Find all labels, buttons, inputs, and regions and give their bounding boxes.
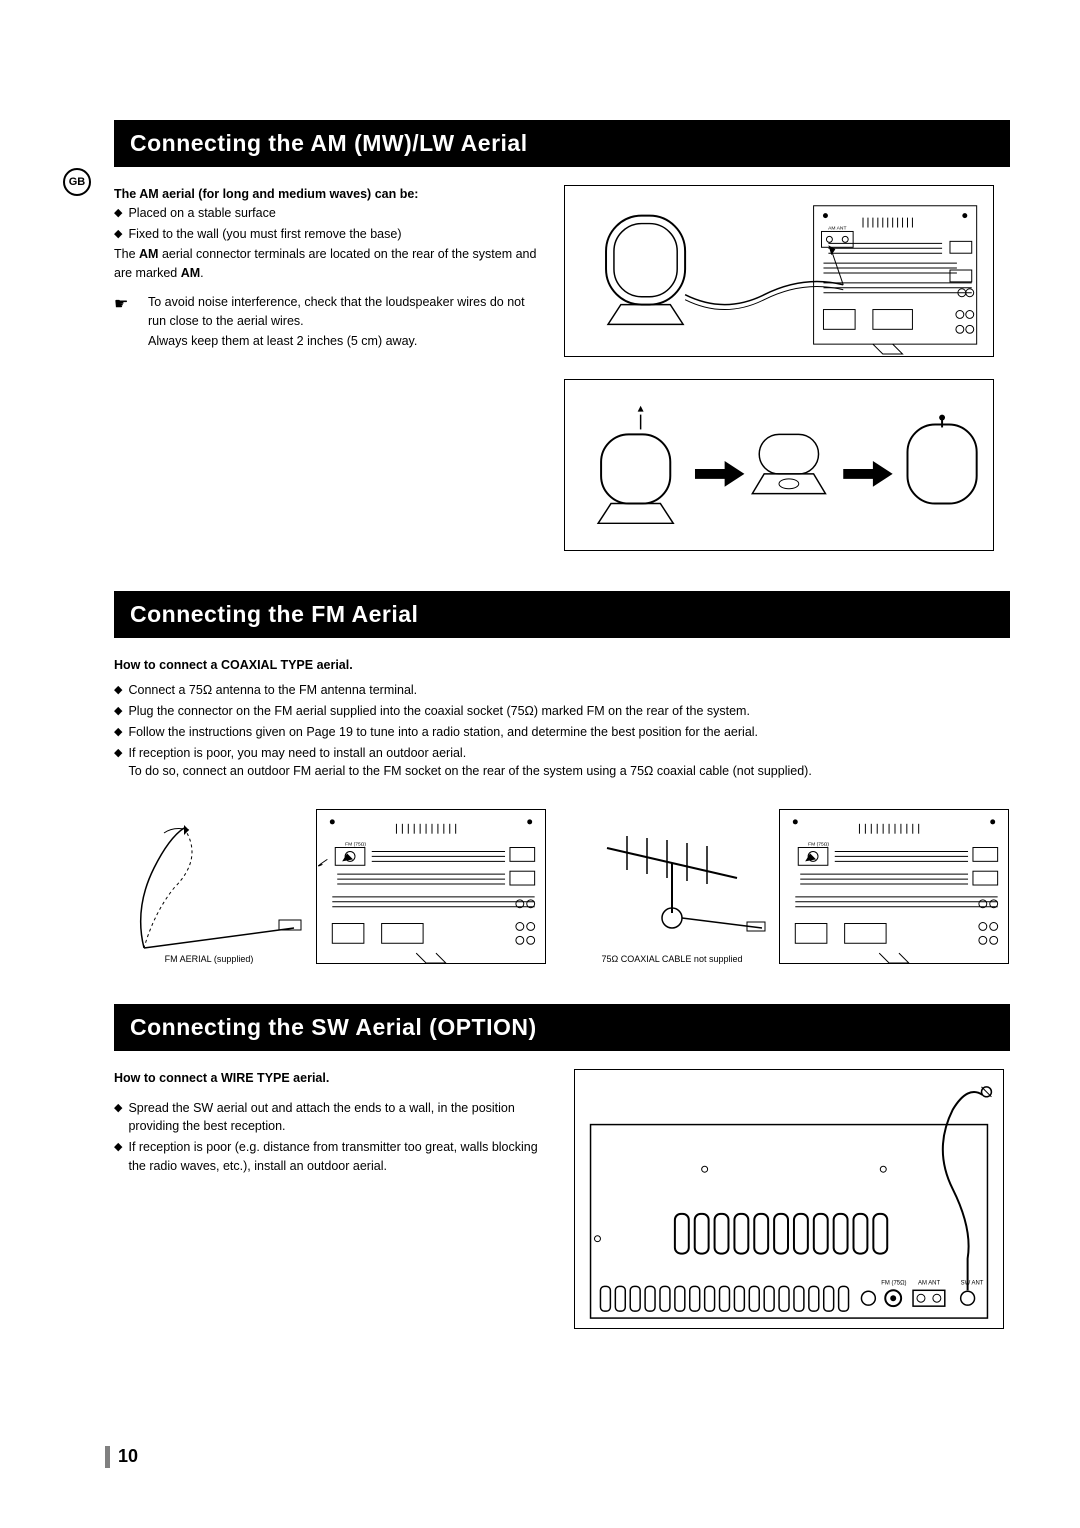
diamond-bullet-icon: ◆ [114,226,122,244]
sw-bullet-1: Spread the SW aerial out and attach the … [128,1099,544,1137]
diamond-bullet-icon: ◆ [114,205,122,223]
fm-bullet-1: Connect a 75Ω antenna to the FM antenna … [128,681,1010,700]
fm-bullet-4: If reception is poor, you may need to in… [128,744,1010,782]
sw-text-block: How to connect a WIRE TYPE aerial. ◆Spre… [114,1069,544,1329]
am-bullet-1: Placed on a stable surface [128,204,544,223]
sw-lead: How to connect a WIRE TYPE aerial. [114,1069,544,1088]
fm-back-panel-left: FM (75Ω) [316,809,546,964]
fm-lead: How to connect a COAXIAL TYPE aerial. [114,656,1010,675]
diamond-bullet-icon: ◆ [114,724,122,742]
sw-bullet-2: If reception is poor (e.g. distance from… [128,1138,544,1176]
am-diagram-connection: AM ANT [564,185,994,357]
region-badge: GB [63,168,91,196]
fm-caption-left: FM AERIAL (supplied) [165,954,254,964]
svg-text:FM (75Ω): FM (75Ω) [345,842,366,848]
diamond-bullet-icon: ◆ [114,682,122,700]
page-number: 10 [105,1446,138,1468]
svg-text:SW ANT: SW ANT [961,1280,984,1286]
svg-text:FM (75Ω): FM (75Ω) [808,842,829,848]
fm-bullet-2: Plug the connector on the FM aerial supp… [128,702,1010,721]
page-number-bar-icon [105,1446,110,1468]
am-lead: The AM aerial (for long and medium waves… [114,185,544,204]
svg-text:AM ANT: AM ANT [918,1280,940,1286]
am-diagram-base-removal [564,379,994,551]
sw-diagram: FM (75Ω) AM ANT SW ANT [574,1069,1004,1329]
pointing-hand-icon: ☛ [114,293,138,317]
fm-caption-right: 75Ω COAXIAL CABLE not supplied [602,954,743,964]
fm-text-block: How to connect a COAXIAL TYPE aerial. ◆ C… [114,656,1010,781]
am-bullet-2: Fixed to the wall (you must first remove… [128,225,544,244]
fm-back-panel-right: FM (75Ω) [779,809,1009,964]
diamond-bullet-icon: ◆ [114,745,122,782]
fm-diagram-outdoor: 75Ω COAXIAL CABLE not supplied FM (75Ω) [577,809,1010,964]
diamond-bullet-icon: ◆ [114,1100,122,1137]
fm-diagram-supplied: FM AERIAL (supplied) FM (75Ω) [114,809,547,964]
diamond-bullet-icon: ◆ [114,703,122,721]
diamond-bullet-icon: ◆ [114,1139,122,1176]
svg-text:FM (75Ω): FM (75Ω) [881,1280,906,1286]
am-note: To avoid noise interference, check that … [148,293,544,351]
am-paragraph: The AM aerial connector terminals are lo… [114,245,544,283]
section-header-fm: Connecting the FM Aerial [114,591,1010,638]
am-text-block: The AM aerial (for long and medium waves… [114,185,544,551]
svg-text:AM ANT: AM ANT [828,225,846,231]
section-header-sw: Connecting the SW Aerial (OPTION) [114,1004,1010,1051]
section-header-am: Connecting the AM (MW)/LW Aerial [114,120,1010,167]
fm-bullet-3: Follow the instructions given on Page 19… [128,723,1010,742]
